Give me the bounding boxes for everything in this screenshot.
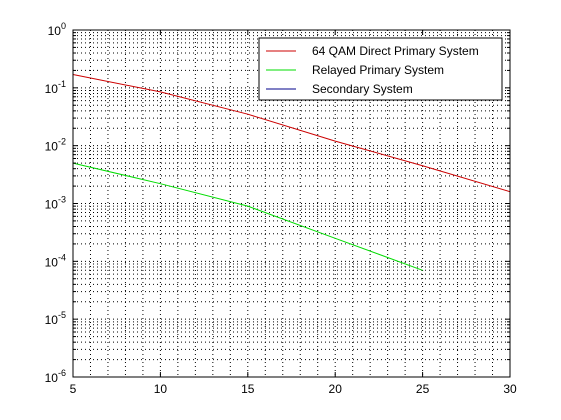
x-tick-label: 20 <box>329 382 343 396</box>
legend-label: Secondary System <box>312 82 413 96</box>
x-tick-label: 10 <box>154 382 168 396</box>
y-tick-label: 10-1 <box>45 79 66 96</box>
y-tick-exponent: -2 <box>58 137 66 147</box>
legend-label: Relayed Primary System <box>312 63 444 77</box>
x-tick-label: 25 <box>416 382 430 396</box>
x-tick-labels: 5 10 15 20 25 30 <box>70 382 517 396</box>
y-tick-label: 100 <box>48 21 66 38</box>
series-line <box>72 74 511 193</box>
y-tick-base: 10 <box>45 140 59 154</box>
y-tick-label: 10-4 <box>45 252 66 269</box>
grid-layer <box>73 30 510 377</box>
y-tick-base: 10 <box>45 198 59 212</box>
y-tick-base: 10 <box>45 313 59 327</box>
y-tick-base: 10 <box>48 24 62 38</box>
y-tick-base: 10 <box>45 371 59 385</box>
y-tick-base: 10 <box>45 82 59 96</box>
y-tick-label: 10-2 <box>45 137 66 154</box>
y-tick-exponent: -5 <box>58 310 66 320</box>
legend-label: 64 QAM Direct Primary System <box>312 44 479 58</box>
y-tick-base: 10 <box>45 255 59 269</box>
y-tick-label: 10-6 <box>45 368 66 385</box>
legend: 64 QAM Direct Primary System Relayed Prim… <box>258 37 503 101</box>
legend-entries: 64 QAM Direct Primary System Relayed Prim… <box>266 44 479 96</box>
y-tick-exponent: -6 <box>58 368 66 378</box>
y-tick-exponent: -1 <box>58 79 66 89</box>
y-tick-label: 10-3 <box>45 195 66 212</box>
x-tick-label: 5 <box>70 382 77 396</box>
legend-box <box>258 37 503 101</box>
y-tick-exponent: -3 <box>58 195 66 205</box>
x-tick-label: 30 <box>503 382 517 396</box>
y-tick-exponent: -4 <box>58 252 66 262</box>
x-tick-label: 15 <box>241 382 255 396</box>
series-layer <box>72 74 511 271</box>
tick-layer <box>72 29 511 378</box>
y-tick-exponent: 0 <box>61 21 66 31</box>
series-line <box>72 162 423 271</box>
y-tick-label: 10-5 <box>45 310 66 327</box>
